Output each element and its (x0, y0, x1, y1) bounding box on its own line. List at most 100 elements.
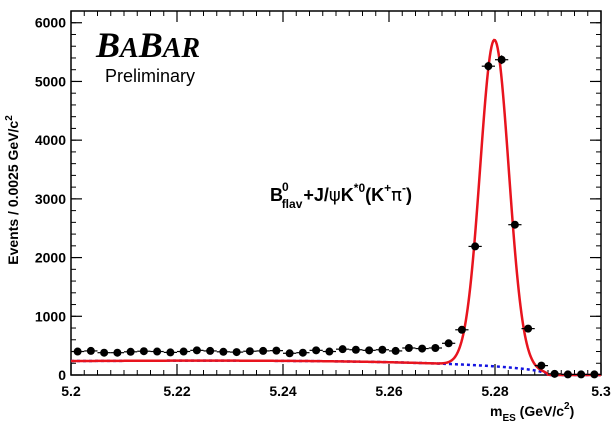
babar-logo-letter: B (138, 25, 163, 65)
data-marker (351, 345, 360, 354)
y-axis-title-sup: 2 (4, 115, 15, 121)
data-point (521, 324, 535, 333)
data-point (495, 55, 509, 65)
y-axis-title: Events / 0.0025 GeV/c2 (4, 115, 21, 265)
y-tick-label: 6000 (35, 15, 66, 31)
data-marker (365, 346, 374, 355)
data-point (442, 339, 456, 348)
x-axis-title-end: ) (570, 403, 575, 419)
data-marker (577, 370, 586, 379)
annotation-sup-zero: 0 (282, 180, 289, 194)
data-marker (86, 346, 95, 355)
data-point (230, 348, 244, 357)
decay-channel-annotation: B0 flav+J/ψK*0(K+π-) (270, 180, 412, 211)
babar-logo-text: BABAR (95, 25, 200, 65)
data-marker (285, 349, 294, 358)
x-tick-label: 5.28 (481, 383, 508, 399)
data-marker (126, 347, 135, 356)
x-tick-label: 5.26 (375, 383, 402, 399)
data-marker (298, 348, 307, 357)
data-marker (166, 348, 175, 357)
x-tick-label: 5.22 (163, 383, 190, 399)
annotation-k: K (341, 185, 354, 205)
data-marker (444, 339, 453, 348)
data-marker (245, 347, 254, 356)
data-point (110, 348, 124, 357)
data-point (177, 347, 191, 356)
data-points (71, 55, 601, 379)
data-point (534, 361, 548, 370)
data-marker (590, 370, 599, 379)
x-tick-label: 5.3 (591, 383, 611, 399)
data-marker (431, 343, 440, 352)
annotation-sup-minus: - (402, 181, 406, 195)
data-marker (139, 347, 148, 356)
y-tick-label: 1000 (35, 308, 66, 324)
data-point (389, 346, 403, 355)
data-marker (219, 347, 228, 356)
data-point (296, 348, 310, 357)
y-tick-label: 3000 (35, 191, 66, 207)
data-point (481, 61, 495, 71)
data-marker (497, 55, 506, 64)
fit-curve-layer (71, 38, 601, 377)
y-axis-title-main: Events / 0.0025 GeV/c (5, 121, 21, 265)
data-point (428, 343, 442, 352)
babar-logo-letter: B (95, 25, 120, 65)
babar-logo-letter: A (118, 33, 139, 64)
data-marker (179, 347, 188, 356)
data-point (548, 369, 562, 378)
annotation-psi: ψ (329, 185, 341, 206)
annotation-sup-star-zero: *0 (354, 181, 366, 195)
data-point (508, 220, 522, 229)
data-point (163, 348, 177, 357)
data-marker (537, 361, 546, 370)
axis-ticks: 5.2 5.22 5.24 5.26 5.28 5.3 0 1000 2000 3000 4000 5… (35, 10, 611, 399)
babar-logo-letter: R (180, 33, 200, 64)
data-point (124, 347, 138, 356)
x-axis-title: mES (GeV/c2) (490, 401, 574, 424)
data-marker (325, 347, 334, 356)
data-marker (404, 343, 413, 352)
data-marker (338, 345, 347, 354)
data-point (97, 348, 111, 357)
x-axis-title-sup: 2 (564, 401, 570, 412)
data-point (375, 345, 389, 354)
data-point (243, 347, 257, 356)
annotation-close: ) (406, 185, 412, 205)
data-point (216, 347, 230, 356)
data-point (150, 347, 164, 356)
data-point (84, 346, 98, 355)
data-marker (272, 346, 281, 355)
data-point (309, 346, 323, 355)
data-marker (563, 370, 572, 379)
data-marker (471, 242, 480, 251)
data-point (455, 325, 469, 334)
data-marker (550, 369, 559, 378)
data-point (362, 346, 376, 355)
data-marker (206, 346, 215, 355)
data-marker (259, 346, 268, 355)
x-axis-title-unit: (GeV/c (516, 403, 564, 419)
data-point (137, 347, 151, 356)
data-point (203, 346, 217, 355)
data-point (561, 370, 575, 379)
annotation-open: (K (365, 185, 384, 205)
x-axis-title-sub: ES (502, 413, 516, 424)
y-tick-label: 2000 (35, 250, 66, 266)
data-point (322, 347, 336, 356)
data-point (574, 370, 588, 379)
data-point (349, 345, 363, 354)
y-tick-label: 4000 (35, 132, 66, 148)
x-tick-label: 5.2 (61, 383, 81, 399)
data-point (468, 242, 482, 251)
annotation-sub-flav: flav (282, 197, 303, 211)
data-point (269, 346, 283, 355)
babar-logo: BABAR (95, 25, 200, 65)
annotation-mid: +J/ (303, 185, 329, 205)
data-marker (113, 348, 122, 357)
data-marker (484, 62, 493, 71)
data-point (402, 343, 416, 352)
data-marker (378, 345, 387, 354)
data-point (71, 347, 85, 356)
